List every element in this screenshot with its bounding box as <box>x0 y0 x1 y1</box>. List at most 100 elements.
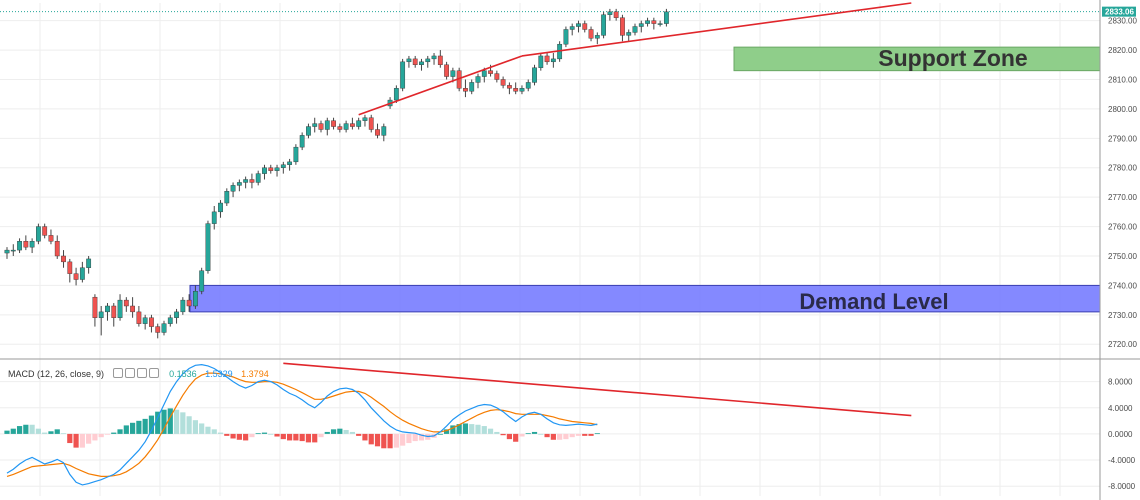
candle-body <box>393 88 399 101</box>
macd-signal-value: 1.3794 <box>241 369 269 379</box>
candle-body <box>519 88 525 92</box>
macd-histogram-bar <box>155 411 161 434</box>
candle-body <box>626 32 632 36</box>
macd-histogram-bar <box>161 409 167 434</box>
candle-body <box>576 23 581 27</box>
candle-body <box>42 226 48 236</box>
macd-histogram-bar <box>550 433 556 440</box>
candle-body <box>117 299 123 318</box>
legend-buttons[interactable] <box>112 368 161 379</box>
macd-tick-label: 0.0000 <box>1108 430 1133 439</box>
price-tick-label: 2810.00 <box>1108 75 1137 84</box>
macd-histogram-bar <box>513 433 519 442</box>
candle-body <box>368 117 374 130</box>
candle-body <box>48 235 54 242</box>
candle-body <box>262 167 267 174</box>
candle-body <box>180 299 186 313</box>
macd-histogram-bar <box>54 429 60 434</box>
candle-body <box>651 20 657 24</box>
macd-histogram-bar <box>192 420 198 434</box>
candle-body <box>155 326 161 333</box>
macd-histogram-bar <box>148 415 155 434</box>
macd-tick-label: 8.0000 <box>1108 378 1133 387</box>
candle-body <box>186 299 192 307</box>
candle-body <box>92 296 98 318</box>
candle-body <box>412 58 418 65</box>
candle-body <box>149 317 154 327</box>
candle-body <box>318 123 324 130</box>
macd-histogram-bar <box>73 433 79 448</box>
macd-histogram-bar <box>368 433 374 445</box>
trendline <box>521 2 912 57</box>
candle-body <box>657 23 663 25</box>
macd-histogram-bar <box>268 433 274 435</box>
candle-body <box>375 129 380 136</box>
macd-histogram-bar <box>167 408 173 434</box>
candle-body <box>343 123 349 130</box>
candle-body <box>23 241 29 248</box>
candle-body <box>632 26 638 33</box>
candle-body <box>350 123 355 127</box>
macd-histogram-bar <box>173 409 180 434</box>
macd-histogram-bar <box>199 423 205 434</box>
demand-zone <box>189 284 1101 313</box>
candle-body <box>274 167 280 171</box>
macd-histogram-bar <box>42 432 48 434</box>
candle-body <box>79 267 85 280</box>
candle-body <box>607 11 613 15</box>
candle-body <box>444 64 449 77</box>
candle-body <box>218 202 223 213</box>
candle-body <box>236 182 242 186</box>
candle-body <box>17 241 22 251</box>
macd-histogram-bar <box>582 433 588 436</box>
candle-body <box>174 311 179 318</box>
macd-histogram-bar <box>544 433 550 438</box>
candle-body <box>494 73 500 80</box>
macd-histogram-bar <box>563 433 569 440</box>
candle-body <box>507 85 512 89</box>
close-icon[interactable] <box>136 368 147 378</box>
macd-histogram-bar <box>142 418 148 434</box>
trendline <box>358 55 523 116</box>
macd-histogram-bar <box>400 433 406 446</box>
candle-body <box>299 135 305 148</box>
candle-body <box>36 226 41 242</box>
macd-histogram-bar <box>525 433 531 435</box>
macd-histogram-bar <box>519 433 525 437</box>
macd-histogram-bar <box>418 433 425 441</box>
candle-body <box>199 270 205 292</box>
macd-pane <box>0 362 1100 487</box>
price-tick-label: 2720.00 <box>1108 340 1137 349</box>
more-icon[interactable] <box>148 368 159 378</box>
candle-body <box>98 311 104 318</box>
macd-histogram-bar <box>180 412 186 434</box>
price-tick-label: 2770.00 <box>1108 193 1137 202</box>
candle-body <box>356 120 362 127</box>
macd-histogram-bar <box>287 433 293 441</box>
candle-body <box>306 126 311 136</box>
macd-histogram-bar <box>318 433 324 438</box>
candle-body <box>569 26 575 30</box>
settings-icon[interactable] <box>124 368 135 378</box>
candle-body <box>73 273 79 280</box>
candle-body <box>513 88 519 92</box>
macd-histogram-bar <box>330 429 337 434</box>
candle-body <box>431 55 437 60</box>
candle-body <box>588 29 594 39</box>
macd-histogram-bar <box>10 428 16 434</box>
candle-body <box>638 23 644 27</box>
macd-histogram-bar <box>23 424 29 434</box>
macd-histogram-bar <box>111 432 117 434</box>
macd-line <box>6 363 598 486</box>
macd-histogram-bar <box>217 432 224 434</box>
macd-histogram-bar <box>205 426 211 434</box>
candle-body <box>563 29 569 45</box>
macd-histogram-bar <box>569 433 575 438</box>
macd-histogram-bar <box>531 431 538 434</box>
last-price-label: 2833.06 <box>1105 8 1134 17</box>
macd-histogram-bar <box>104 433 111 435</box>
eye-icon[interactable] <box>112 368 123 378</box>
macd-histogram-bar <box>481 426 487 434</box>
macd-histogram-bar <box>305 433 312 443</box>
demand-level-label: Demand Level <box>799 289 948 314</box>
